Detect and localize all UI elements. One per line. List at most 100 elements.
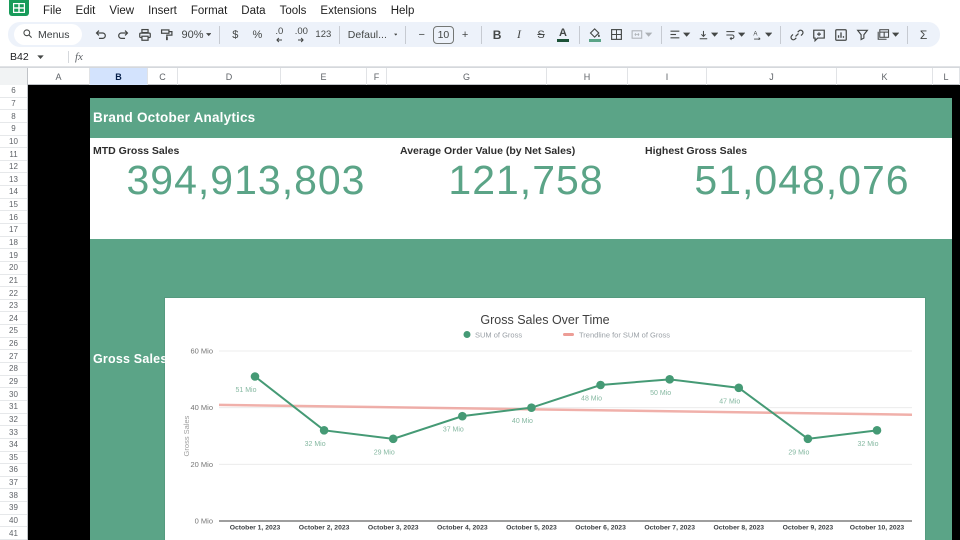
row-header-38[interactable]: 38 <box>0 489 27 503</box>
row-header-25[interactable]: 25 <box>0 325 27 338</box>
menus-search-button[interactable]: Menus <box>14 24 82 45</box>
font-size-input[interactable]: 10 <box>433 25 454 44</box>
row-header-18[interactable]: 18 <box>0 237 27 250</box>
row-header-27[interactable]: 27 <box>0 350 27 364</box>
divider <box>480 25 482 44</box>
row-header-28[interactable]: 28 <box>0 363 27 376</box>
row-header-40[interactable]: 40 <box>0 515 27 528</box>
percent-format-button[interactable]: % <box>252 28 263 41</box>
dashboard-area[interactable]: Brand October Analytics MTD Gross Sales … <box>90 98 952 540</box>
text-wrap-button[interactable] <box>722 24 748 46</box>
row-header-11[interactable]: 11 <box>0 148 27 161</box>
row-header-12[interactable]: 12 <box>0 161 27 174</box>
decrease-decimal-button[interactable]: .0 <box>269 24 290 46</box>
currency-format-button[interactable]: $ <box>232 28 239 41</box>
font-family-select[interactable]: Defaul... <box>345 24 401 46</box>
row-header-6[interactable]: 6 <box>0 85 27 98</box>
insert-link-button[interactable] <box>786 24 807 46</box>
menu-item-data[interactable]: Data <box>241 4 266 17</box>
menu-item-tools[interactable]: Tools <box>279 4 307 17</box>
merge-cells-button[interactable] <box>628 24 655 46</box>
name-box[interactable]: B42 <box>0 51 62 63</box>
menu-item-help[interactable]: Help <box>390 4 415 17</box>
row-header-37[interactable]: 37 <box>0 477 27 490</box>
paint-format-button[interactable] <box>157 24 178 46</box>
spreadsheet-grid[interactable]: Brand October Analytics MTD Gross Sales … <box>0 85 960 540</box>
more-formats-button[interactable]: 123 <box>315 29 332 40</box>
row-header-10[interactable]: 10 <box>0 136 27 149</box>
column-header-j[interactable]: J <box>707 68 837 85</box>
text-rotation-button[interactable]: A <box>749 24 775 46</box>
vertical-align-button[interactable] <box>695 24 721 46</box>
column-header-b[interactable]: B <box>90 68 148 85</box>
row-header-29[interactable]: 29 <box>0 376 27 389</box>
create-filter-button[interactable] <box>852 24 873 46</box>
italic-button[interactable]: I <box>517 27 522 41</box>
row-header-8[interactable]: 8 <box>0 110 27 123</box>
row-header-36[interactable]: 36 <box>0 464 27 477</box>
zoom-select[interactable]: 90% <box>179 24 214 46</box>
column-header-c[interactable]: C <box>148 68 178 85</box>
redo-button[interactable] <box>113 24 134 46</box>
row-header-19[interactable]: 19 <box>0 249 27 262</box>
row-header-30[interactable]: 30 <box>0 388 27 401</box>
insert-chart-button[interactable] <box>830 24 851 46</box>
row-header-16[interactable]: 16 <box>0 211 27 224</box>
cell-reference: B42 <box>10 51 29 63</box>
select-all-corner[interactable] <box>0 68 28 85</box>
strikethrough-button[interactable]: S <box>537 28 545 41</box>
menu-item-file[interactable]: File <box>43 4 62 17</box>
menu-item-insert[interactable]: Insert <box>148 4 177 17</box>
text-color-button[interactable]: A <box>553 24 574 46</box>
column-header-l[interactable]: L <box>933 68 960 85</box>
column-header-d[interactable]: D <box>178 68 281 85</box>
column-header-e[interactable]: E <box>281 68 367 85</box>
row-header-34[interactable]: 34 <box>0 439 27 452</box>
row-header-22[interactable]: 22 <box>0 287 27 300</box>
menu-item-format[interactable]: Format <box>190 4 228 17</box>
divider <box>907 25 909 44</box>
row-header-14[interactable]: 14 <box>0 186 27 199</box>
undo-button[interactable] <box>91 24 112 46</box>
borders-button[interactable] <box>606 24 627 46</box>
decrease-font-size-button[interactable]: − <box>418 28 425 41</box>
increase-font-size-button[interactable]: + <box>461 28 469 41</box>
y-tick-label: 20 Mio <box>190 460 213 469</box>
row-header-24[interactable]: 24 <box>0 313 27 326</box>
row-header-20[interactable]: 20 <box>0 262 27 275</box>
menu-item-edit[interactable]: Edit <box>75 4 96 17</box>
chart-legend: SUM of Gross Trendline for SUM of Gross <box>463 331 670 340</box>
row-header-41[interactable]: 41 <box>0 527 27 540</box>
row-header-31[interactable]: 31 <box>0 401 27 414</box>
menu-item-extensions[interactable]: Extensions <box>320 4 377 17</box>
row-header-39[interactable]: 39 <box>0 502 27 515</box>
row-header-15[interactable]: 15 <box>0 199 27 212</box>
table-views-button[interactable] <box>874 24 902 46</box>
column-header-f[interactable]: F <box>367 68 387 85</box>
column-header-i[interactable]: I <box>628 68 707 85</box>
sheets-logo-icon[interactable] <box>9 0 29 16</box>
fill-color-button[interactable] <box>584 24 605 46</box>
row-header-21[interactable]: 21 <box>0 275 27 288</box>
horizontal-align-button[interactable] <box>666 24 693 46</box>
bold-button[interactable]: B <box>492 27 502 42</box>
embedded-chart[interactable]: 0 Mio 20 Mio 40 Mio 60 Mio Gross Sales Octobe… <box>165 298 925 540</box>
row-header-26[interactable]: 26 <box>0 338 27 351</box>
row-header-13[interactable]: 13 <box>0 173 27 187</box>
column-header-h[interactable]: H <box>547 68 628 85</box>
row-header-7[interactable]: 7 <box>0 98 27 111</box>
row-header-9[interactable]: 9 <box>0 123 27 136</box>
print-button[interactable] <box>135 24 156 46</box>
functions-button[interactable]: Σ <box>919 27 928 42</box>
increase-decimal-button[interactable]: .00 <box>291 24 312 46</box>
row-header-23[interactable]: 23 <box>0 300 27 313</box>
row-header-32[interactable]: 32 <box>0 414 27 427</box>
column-header-k[interactable]: K <box>837 68 933 85</box>
row-header-35[interactable]: 35 <box>0 452 27 465</box>
row-header-17[interactable]: 17 <box>0 224 27 237</box>
row-header-33[interactable]: 33 <box>0 426 27 439</box>
column-header-g[interactable]: G <box>387 68 547 85</box>
menu-item-view[interactable]: View <box>109 4 135 17</box>
column-header-a[interactable]: A <box>28 68 90 85</box>
insert-comment-button[interactable] <box>808 24 829 46</box>
